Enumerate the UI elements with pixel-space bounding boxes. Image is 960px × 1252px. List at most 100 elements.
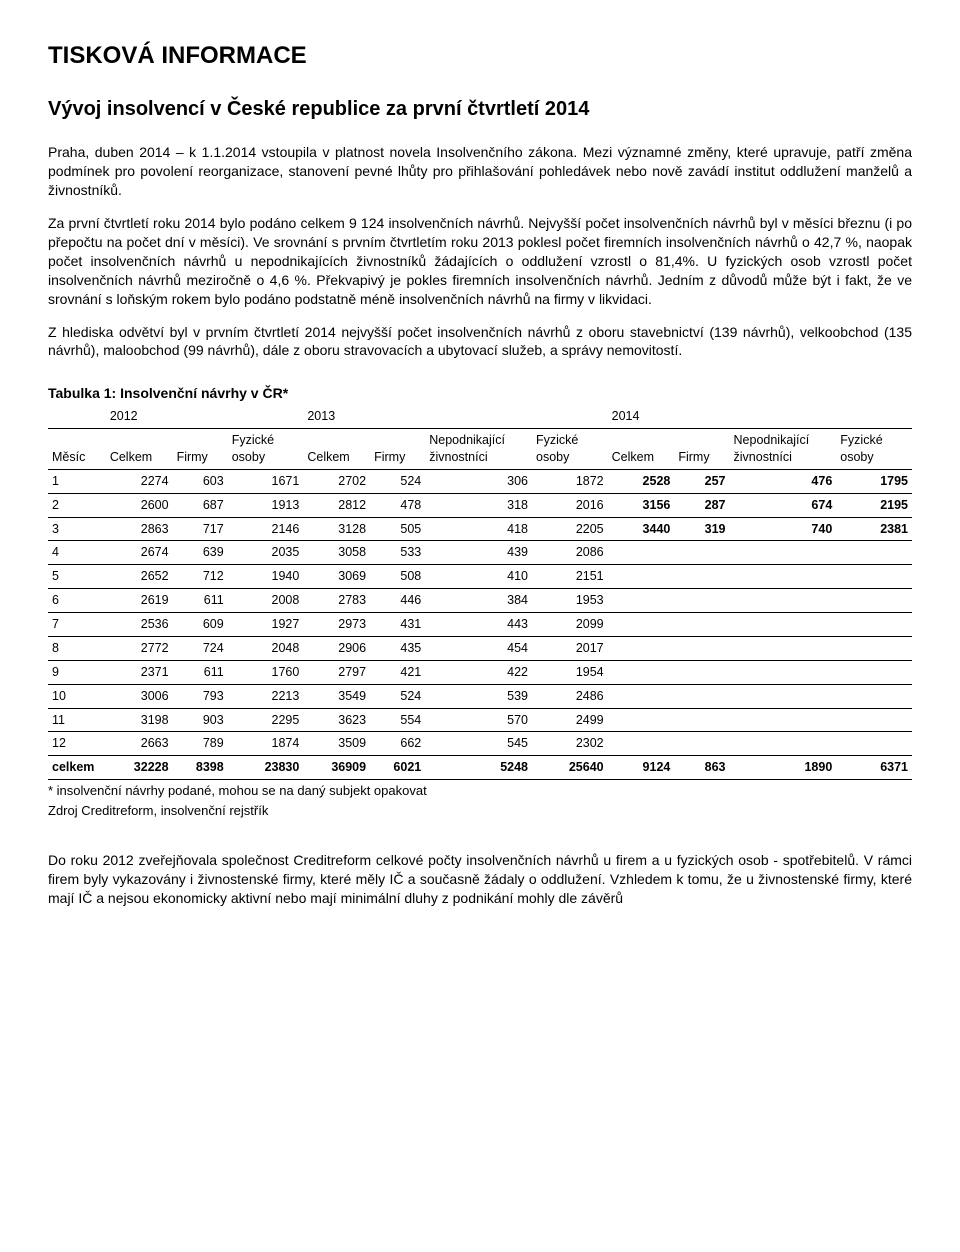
col-fyz-2013: Fyzické osoby: [532, 429, 608, 470]
table-cell: [674, 541, 729, 565]
table-cell: 384: [425, 589, 532, 613]
table-cell: 2: [48, 493, 106, 517]
table-cell: [836, 684, 912, 708]
total-n14: 1890: [730, 756, 837, 780]
table-cell: 2035: [228, 541, 304, 565]
table-cell: 1953: [532, 589, 608, 613]
total-o14: 6371: [836, 756, 912, 780]
meta-paragraph: Praha, duben 2014 – k 1.1.2014 vstoupila…: [48, 143, 912, 200]
table-cell: [730, 589, 837, 613]
table-cell: [730, 732, 837, 756]
table-cell: 793: [173, 684, 228, 708]
table-cell: [836, 660, 912, 684]
table-cell: 2274: [106, 469, 173, 493]
table-footnote-1: * insolvenční návrhy podané, mohou se na…: [48, 782, 912, 800]
table-cell: [608, 708, 675, 732]
table-cell: [608, 660, 675, 684]
table-cell: 1913: [228, 493, 304, 517]
table-cell: 1927: [228, 613, 304, 637]
total-c12: 32228: [106, 756, 173, 780]
table-cell: 539: [425, 684, 532, 708]
table-cell: 3058: [303, 541, 370, 565]
table-cell: 1760: [228, 660, 304, 684]
table-row: 2260068719132812478318201631562876742195: [48, 493, 912, 517]
col-fyz-2014: Fyzické osoby: [836, 429, 912, 470]
table-cell: [730, 660, 837, 684]
total-f14: 863: [674, 756, 729, 780]
doc-header: TISKOVÁ INFORMACE: [48, 40, 912, 72]
table-row: 3286371721463128505418220534403197402381: [48, 517, 912, 541]
table-cell: 2486: [532, 684, 608, 708]
year-header-row: 2012 2013 2014: [48, 405, 912, 428]
table-cell: [608, 684, 675, 708]
table-cell: [608, 541, 675, 565]
table-cell: 789: [173, 732, 228, 756]
table-row: 72536609192729734314432099: [48, 613, 912, 637]
table-cell: 2499: [532, 708, 608, 732]
table-cell: [836, 565, 912, 589]
table-cell: 2702: [303, 469, 370, 493]
table-row: 62619611200827834463841953: [48, 589, 912, 613]
table-cell: 1872: [532, 469, 608, 493]
table-cell: [730, 613, 837, 637]
table-cell: 318: [425, 493, 532, 517]
table-cell: 4: [48, 541, 106, 565]
table-cell: [836, 541, 912, 565]
col-mesic: Měsíc: [48, 429, 106, 470]
total-o13: 25640: [532, 756, 608, 780]
col-firmy-2012: Firmy: [173, 429, 228, 470]
table-cell: 3: [48, 517, 106, 541]
table-cell: [608, 613, 675, 637]
table-cell: 2195: [836, 493, 912, 517]
col-firmy-2014: Firmy: [674, 429, 729, 470]
table-cell: 639: [173, 541, 228, 565]
table-cell: 524: [370, 469, 425, 493]
table-cell: 3440: [608, 517, 675, 541]
table-cell: 603: [173, 469, 228, 493]
table-cell: 2663: [106, 732, 173, 756]
table-cell: 611: [173, 589, 228, 613]
table-cell: 611: [173, 660, 228, 684]
table-cell: 257: [674, 469, 729, 493]
table-cell: 10: [48, 684, 106, 708]
table-cell: 2151: [532, 565, 608, 589]
total-f13: 6021: [370, 756, 425, 780]
table-cell: [674, 708, 729, 732]
table-cell: [730, 684, 837, 708]
table-cell: 662: [370, 732, 425, 756]
col-celkem-2012: Celkem: [106, 429, 173, 470]
table-cell: [674, 660, 729, 684]
table-cell: 2008: [228, 589, 304, 613]
table-cell: 306: [425, 469, 532, 493]
total-c14: 9124: [608, 756, 675, 780]
table-cell: 8: [48, 636, 106, 660]
table-cell: 287: [674, 493, 729, 517]
table-cell: 687: [173, 493, 228, 517]
table-cell: 3069: [303, 565, 370, 589]
table-cell: 3198: [106, 708, 173, 732]
table-cell: 422: [425, 660, 532, 684]
table-cell: 2213: [228, 684, 304, 708]
table-cell: 435: [370, 636, 425, 660]
table-cell: 2797: [303, 660, 370, 684]
table-cell: 5: [48, 565, 106, 589]
table-cell: 3509: [303, 732, 370, 756]
col-fyz-2012: Fyzické osoby: [228, 429, 304, 470]
table-cell: 3156: [608, 493, 675, 517]
table-cell: [730, 708, 837, 732]
table-total-row: celkem 32228 8398 23830 36909 6021 5248 …: [48, 756, 912, 780]
table-cell: 2619: [106, 589, 173, 613]
col-firmy-2013: Firmy: [370, 429, 425, 470]
table-cell: 2048: [228, 636, 304, 660]
table-cell: 319: [674, 517, 729, 541]
table-cell: [836, 636, 912, 660]
table-cell: 2973: [303, 613, 370, 637]
table-cell: 2099: [532, 613, 608, 637]
table-cell: 6: [48, 589, 106, 613]
year-2012: 2012: [106, 405, 304, 428]
table-cell: 1: [48, 469, 106, 493]
table-cell: 418: [425, 517, 532, 541]
table-cell: 903: [173, 708, 228, 732]
table-cell: 476: [730, 469, 837, 493]
table-cell: 2863: [106, 517, 173, 541]
